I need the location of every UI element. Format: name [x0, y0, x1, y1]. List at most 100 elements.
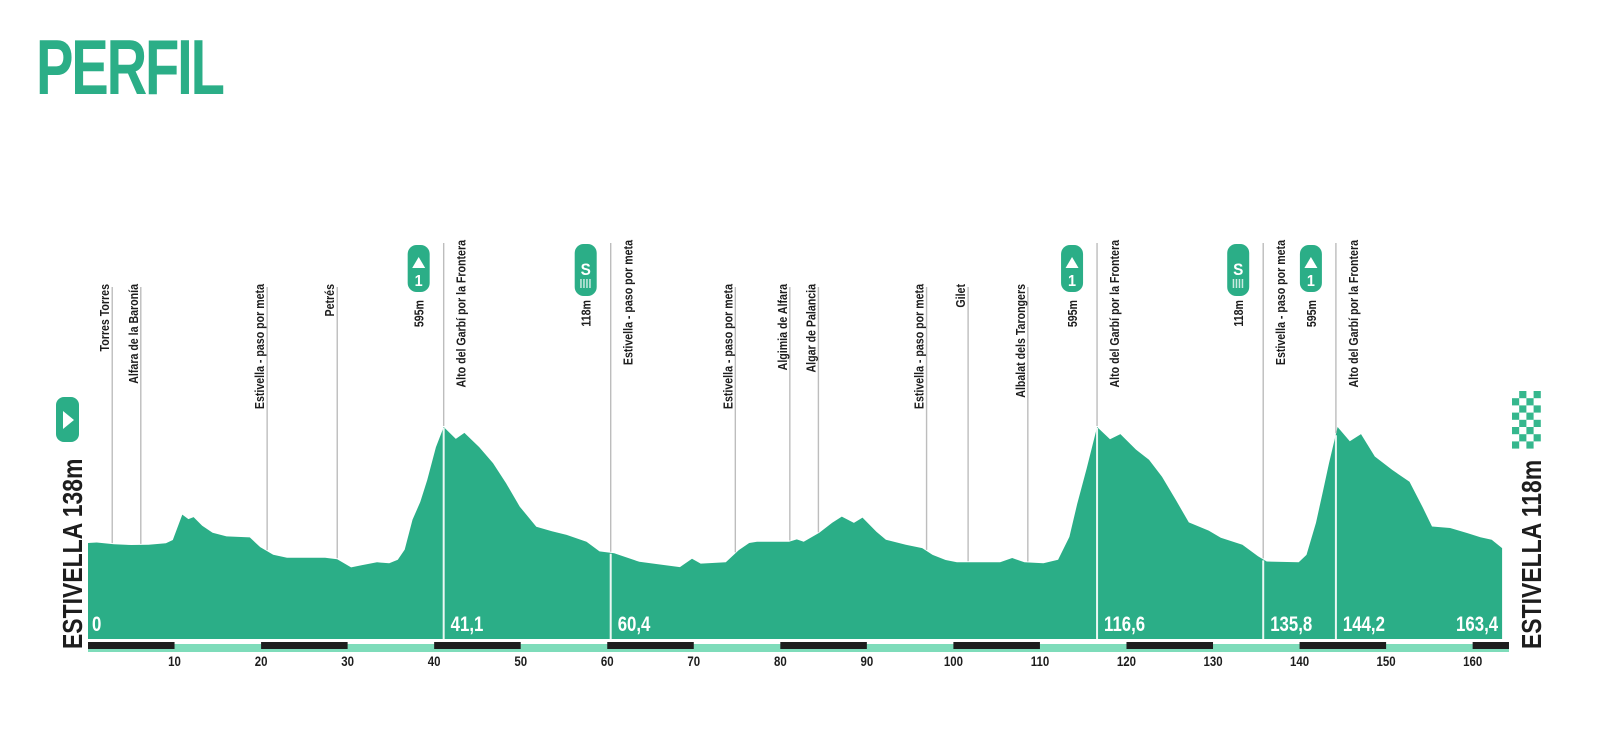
- sprint-bars-icon: [580, 279, 582, 288]
- climb-name-label: Alto del Garbí por la Frontera: [1347, 239, 1361, 387]
- climb-category: 1: [1068, 272, 1077, 290]
- marker-climb: 41,1 Alto del Garbí por la Frontera 1 595m: [407, 239, 484, 639]
- sprint-bars-icon: [583, 279, 585, 288]
- marker-town: Algar de Palancia: [805, 283, 820, 533]
- marker-climb: 116,6 Alto del Garbí por la Frontera 1 595m: [1061, 239, 1145, 639]
- km-label: 60,4: [618, 613, 651, 636]
- sprint-bars-icon: [1235, 279, 1238, 288]
- marker-town: Petrés: [323, 284, 338, 559]
- finish-flag-icon: [1526, 412, 1534, 420]
- axis-tick-label: 160: [1463, 654, 1482, 669]
- axis-tick-label: 50: [514, 654, 527, 669]
- altitude-label: 595m: [413, 300, 427, 327]
- finish-flag-icon: [1519, 434, 1527, 442]
- page-title: PERFIL: [36, 23, 225, 111]
- altitude-label: 595m: [1066, 300, 1080, 327]
- axis-tick-label: 100: [944, 654, 963, 669]
- marker-sprint: 135,8 Estivella - paso por meta S 118m: [1227, 240, 1312, 639]
- finish-flag-icon: [1533, 419, 1541, 427]
- axis-tick-label: 80: [774, 654, 787, 669]
- finish-km-label: 163,4: [1456, 613, 1498, 636]
- axis-black-segment: [953, 642, 1040, 649]
- start-km-label: 0: [92, 613, 101, 636]
- km-label: 116,6: [1104, 613, 1145, 636]
- climb-cat1-icon: [1299, 245, 1322, 292]
- town-label: Torres Torres: [98, 284, 112, 351]
- finish-flag-icon: [1526, 427, 1534, 435]
- sprint-letter: S: [1233, 260, 1243, 279]
- finish-flag-icon: [1533, 391, 1541, 399]
- finish-flag-icon: [1526, 398, 1534, 406]
- marker-town: Gilet: [954, 284, 969, 562]
- altitude-label: 118m: [580, 300, 594, 327]
- marker-town: Estivella - paso por meta: [253, 284, 268, 551]
- climb-cat1-icon: [1061, 245, 1084, 292]
- axis-black-segment: [1472, 642, 1509, 649]
- km-label: 135,8: [1270, 613, 1312, 636]
- finish-flag-icon: [1512, 441, 1520, 449]
- axis-tick-label: 130: [1203, 654, 1222, 669]
- marker-town: Torres Torres: [98, 284, 113, 544]
- marker-town: Albalat dels Tarongers: [1014, 284, 1029, 562]
- finish-flag-icon: [1512, 427, 1520, 435]
- sprint-name-label: Estivella - paso por meta: [622, 240, 636, 366]
- axis-tick-label: 30: [341, 654, 354, 669]
- finish-flag-icon: [1519, 419, 1527, 427]
- finish-flag-icon: [1512, 398, 1520, 406]
- axis-tick-label: 70: [687, 654, 700, 669]
- sprint-bars-icon: [586, 279, 588, 288]
- climb-category: 1: [415, 272, 424, 290]
- climb-category: 1: [1307, 272, 1316, 290]
- town-label: Albalat dels Tarongers: [1014, 284, 1028, 398]
- axis-black-segment: [434, 642, 521, 649]
- axis-tick-label: 10: [168, 654, 181, 669]
- town-label: Estivella - paso por meta: [253, 284, 267, 410]
- axis-black-segment: [1299, 642, 1387, 649]
- town-label: Estivella - paso por meta: [913, 284, 927, 410]
- start-triangle-icon: [63, 411, 74, 429]
- sprint-letter: S: [581, 260, 591, 279]
- sprint-bars-icon: [1238, 279, 1241, 288]
- climb-cat1-icon: [407, 245, 430, 292]
- marker-town: Alfara de la Baronía: [127, 283, 142, 544]
- km-label: 144,2: [1343, 613, 1385, 636]
- finish-marker: ESTIVELLA 118m 163,4: [1456, 391, 1548, 649]
- axis-tick-label: 140: [1290, 654, 1309, 669]
- climb-name-label: Alto del Garbí por la Frontera: [455, 239, 469, 387]
- axis-tick-label: 110: [1031, 654, 1050, 669]
- elevation-area: [88, 427, 1503, 639]
- town-label: Algimia de Alfara: [776, 283, 790, 370]
- town-label: Estivella - paso por meta: [722, 284, 736, 410]
- axis-black-segment: [88, 642, 175, 649]
- axis-tick-label: 120: [1117, 654, 1136, 669]
- axis-tick-label: 40: [428, 654, 441, 669]
- axis-black-segment: [1126, 642, 1214, 649]
- finish-flag-icon: [1526, 441, 1534, 449]
- climb-name-label: Alto del Garbí por la Frontera: [1108, 239, 1122, 387]
- climb-triangle-icon: [1065, 257, 1079, 268]
- start-label: ESTIVELLA 138m: [58, 459, 89, 649]
- sprint-bars-icon: [1241, 279, 1244, 288]
- town-label: Petrés: [323, 284, 337, 316]
- sprint-bars-icon: [589, 279, 591, 288]
- sprint-bars-icon: [1232, 279, 1235, 288]
- finish-flag-icon: [1533, 405, 1541, 413]
- town-label: Algar de Palancia: [805, 283, 819, 372]
- axis-black-segment: [607, 642, 694, 649]
- axis-black-segment: [780, 642, 867, 649]
- start-marker: ESTIVELLA 138m 0: [56, 397, 101, 649]
- km-label: 41,1: [451, 613, 484, 636]
- finish-flag-icon: [1519, 405, 1527, 413]
- marker-town: Estivella - paso por meta: [722, 284, 737, 553]
- distance-axis: 10 20 30 40 50 60 70 80 90 100 110 120 130 140 150 160: [88, 642, 1509, 669]
- finish-flag-icon: [1519, 391, 1527, 399]
- finish-flag-icon: [1533, 434, 1541, 442]
- marker-climb: 144,2 Alto del Garbí por la Frontera 1 595m: [1299, 239, 1385, 639]
- marker-sprint: 60,4 Estivella - paso por meta S 118m: [574, 240, 651, 639]
- marker-town: Estivella - paso por meta: [913, 284, 928, 550]
- axis-tick-label: 90: [860, 654, 873, 669]
- marker-town: Algimia de Alfara: [776, 283, 791, 541]
